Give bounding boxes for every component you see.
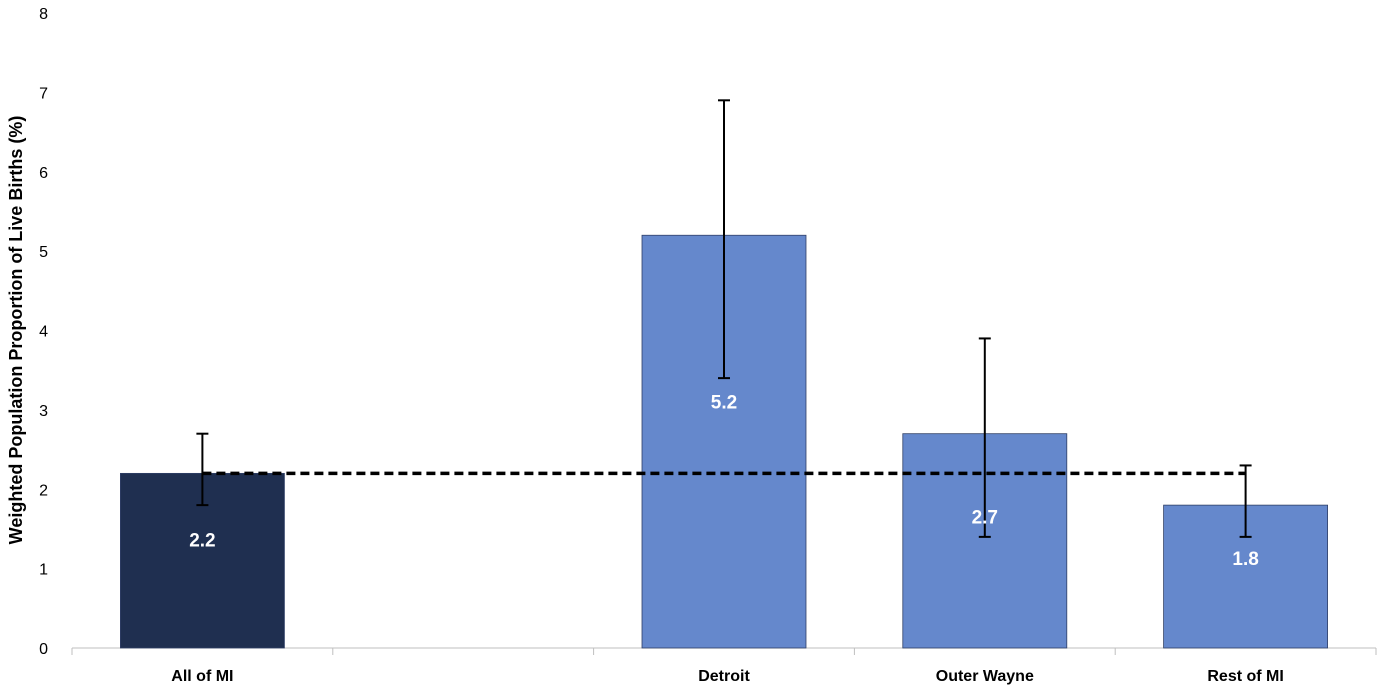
y-tick-label: 2 bbox=[39, 482, 48, 499]
category-label: Outer Wayne bbox=[936, 668, 1034, 685]
data-label: 2.7 bbox=[972, 508, 998, 529]
category-label: Detroit bbox=[698, 668, 750, 685]
category-labels: All of MI Detroit Outer Wayne Rest of MI bbox=[171, 668, 1284, 685]
y-axis-ticks: 0 1 2 3 4 5 6 7 8 bbox=[39, 6, 48, 658]
data-label: 5.2 bbox=[711, 393, 737, 414]
y-tick-label: 6 bbox=[39, 165, 48, 182]
y-tick-label: 3 bbox=[39, 403, 48, 420]
data-label: 1.8 bbox=[1232, 549, 1258, 570]
y-axis-label: Weighted Population Proportion of Live B… bbox=[6, 116, 26, 545]
data-labels: 2.2 5.2 2.7 1.8 bbox=[189, 393, 1259, 571]
y-tick-label: 1 bbox=[39, 562, 48, 579]
y-tick-label: 8 bbox=[39, 6, 48, 23]
y-tick-label: 7 bbox=[39, 85, 48, 102]
y-tick-label: 5 bbox=[39, 244, 48, 261]
category-label: All of MI bbox=[171, 668, 233, 685]
y-tick-label: 4 bbox=[39, 324, 48, 341]
y-tick-label: 0 bbox=[39, 641, 48, 658]
x-axis-ticks bbox=[71, 648, 1377, 655]
category-label: Rest of MI bbox=[1207, 668, 1283, 685]
error-bars bbox=[196, 99, 1252, 538]
data-label: 2.2 bbox=[189, 531, 215, 552]
